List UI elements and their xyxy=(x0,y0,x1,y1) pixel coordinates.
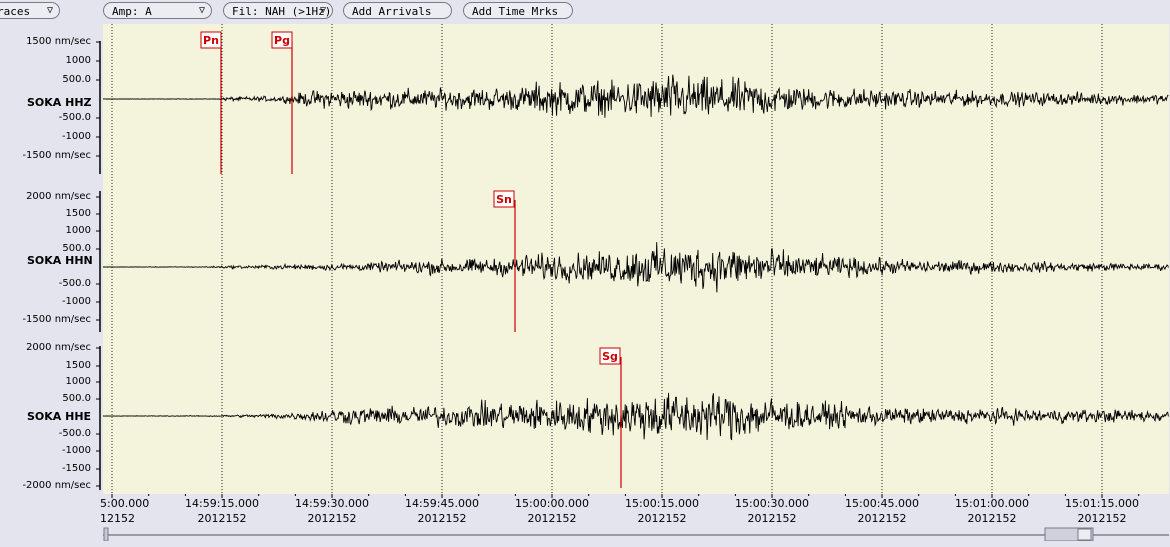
time-axis-label: 14:59:15.000 2012152 xyxy=(167,496,277,526)
date-label: 2012152 xyxy=(197,512,247,525)
time-axis-label: 14:59:45.000 2012152 xyxy=(387,496,497,526)
time-label: 14:59:45.000 xyxy=(405,497,479,510)
time-axis-label: 15:01:00.000 2012152 xyxy=(937,496,1047,526)
dropdown-triangle-icon: ▽ xyxy=(46,5,53,16)
add-time-marks-button[interactable]: Add Time Mrks xyxy=(463,2,573,19)
amplitude-tick-label: 1500 xyxy=(65,360,91,371)
phase-pick-box xyxy=(599,347,621,365)
amplitude-tick-label: 500.0 xyxy=(62,393,91,404)
phase-pick-box xyxy=(493,190,515,208)
amplitude-axes: 1500 nm/sec 1000 500.0 SOKA HHZ -500.0 -… xyxy=(0,24,103,494)
date-label: 2012152 xyxy=(307,512,357,525)
time-label: 15:01:15.000 xyxy=(1065,497,1139,510)
waveform-traces xyxy=(103,74,1169,441)
time-label: 15:01:00.000 xyxy=(955,497,1029,510)
amp-menu-button[interactable]: Amp: A ▽ xyxy=(103,2,212,19)
phase-pick-pn[interactable]: Pn xyxy=(200,31,222,174)
traces-menu-button[interactable]: races ▽ xyxy=(0,2,60,19)
add-arrivals-label: Add Arrivals xyxy=(352,5,432,18)
time-axis-label: 15:01:15.000 2012152 xyxy=(1047,496,1157,526)
amplitude-tick-label: 2000 nm/sec xyxy=(26,191,91,202)
amplitude-tick-label: 1000 xyxy=(65,55,91,66)
time-label: 5:00.000 xyxy=(100,497,150,510)
phase-pick-sn[interactable]: Sn xyxy=(493,190,516,332)
date-label: 2012152 xyxy=(857,512,907,525)
date-label: 2012152 xyxy=(1077,512,1127,525)
amplitude-tick-label: 2000 nm/sec xyxy=(26,342,91,353)
amplitude-tick-label: -1500 nm/sec xyxy=(22,314,91,325)
amplitude-tick-label: 500.0 xyxy=(62,74,91,85)
date-label: 12152 xyxy=(100,512,135,525)
amplitude-tick-label: -1500 nm/sec xyxy=(22,150,91,161)
dropdown-triangle-icon: ▽ xyxy=(198,5,205,16)
station-label: SOKA HHN xyxy=(27,254,93,267)
waveform-trace xyxy=(103,242,1169,293)
date-label: 2012152 xyxy=(637,512,687,525)
station-label: SOKA HHZ xyxy=(27,96,92,109)
amplitude-tick-label: -1000 xyxy=(61,131,91,142)
amplitude-tick-label: 1500 xyxy=(65,208,91,219)
time-gridlines xyxy=(111,24,1103,494)
phase-pick-label: Pg xyxy=(274,34,290,47)
waveform-trace xyxy=(103,392,1169,441)
amplitude-tick-label: -2000 nm/sec xyxy=(22,480,91,491)
time-label: 14:59:15.000 xyxy=(185,497,259,510)
phase-pick-label: Sn xyxy=(496,193,512,206)
time-axis-label: 15:00:45.000 2012152 xyxy=(827,496,937,526)
time-axis: 5:00.000 12152 14:59:15.000 2012152 14:59:30… xyxy=(100,494,1169,526)
time-label: 15:00:45.000 xyxy=(845,497,919,510)
station-label: SOKA HHE xyxy=(27,410,92,423)
scrollbar-track[interactable] xyxy=(103,527,1169,542)
date-label: 2012152 xyxy=(417,512,467,525)
phase-pick-pg[interactable]: Pg xyxy=(271,31,293,174)
time-label: 14:59:30.000 xyxy=(295,497,369,510)
dropdown-triangle-icon: ▽ xyxy=(319,5,326,16)
amp-menu-label: Amp: A xyxy=(112,5,152,18)
phase-picks: Pn Pg Sn Sg xyxy=(200,31,622,488)
toolbar: races ▽ Amp: A ▽ Fil: NAH (>1Hz) ▽ Add A… xyxy=(0,0,1170,24)
waveform-canvas[interactable]: Pn Pg Sn Sg xyxy=(103,24,1169,494)
amplitude-tick-label: -1500 xyxy=(61,463,91,474)
date-label: 2012152 xyxy=(967,512,1017,525)
amplitude-tick-label: 1000 xyxy=(65,376,91,387)
amplitude-tick-label: -1000 xyxy=(61,445,91,456)
waveform-trace xyxy=(103,74,1169,118)
filter-menu-button[interactable]: Fil: NAH (>1Hz) ▽ xyxy=(223,2,333,19)
amplitude-tick-label: -500.0 xyxy=(58,278,91,289)
phase-pick-label: Pn xyxy=(203,34,219,47)
add-arrivals-button[interactable]: Add Arrivals xyxy=(343,2,452,19)
date-label: 2012152 xyxy=(747,512,797,525)
filter-menu-label: Fil: NAH (>1Hz) xyxy=(232,5,332,18)
amplitude-tick-label: 1500 nm/sec xyxy=(26,36,91,47)
time-axis-label: 15:00:00.000 2012152 xyxy=(497,496,607,526)
amplitude-tick-label: 1000 xyxy=(65,225,91,236)
time-axis-label: 15:00:15.000 2012152 xyxy=(607,496,717,526)
add-time-marks-label: Add Time Mrks xyxy=(472,5,559,18)
time-label: 15:00:15.000 xyxy=(625,497,699,510)
time-label: 15:00:30.000 xyxy=(735,497,809,510)
time-scrollbar[interactable] xyxy=(103,526,1169,542)
phase-pick-sg[interactable]: Sg xyxy=(599,347,622,488)
time-axis-ticks xyxy=(111,494,1140,498)
time-axis-label: 14:59:30.000 2012152 xyxy=(277,496,387,526)
phase-pick-label: Sg xyxy=(602,350,618,363)
phase-pick-box xyxy=(200,31,222,49)
phase-pick-box xyxy=(271,31,293,49)
date-label: 2012152 xyxy=(527,512,577,525)
time-axis-label: 5:00.000 12152 xyxy=(100,496,210,526)
amplitude-tick-label: -1000 xyxy=(61,296,91,307)
amplitude-tick-label: -500.0 xyxy=(58,428,91,439)
time-axis-label: 15:00:30.000 2012152 xyxy=(717,496,827,526)
amplitude-tick-label: 500.0 xyxy=(62,243,91,254)
time-label: 15:00:00.000 xyxy=(515,497,589,510)
waveform-plot-area[interactable]: Pn Pg Sn Sg xyxy=(103,24,1169,494)
amplitude-axis-lines xyxy=(96,41,101,490)
traces-menu-label: races xyxy=(0,5,31,18)
amplitude-tick-label: -500.0 xyxy=(58,112,91,123)
